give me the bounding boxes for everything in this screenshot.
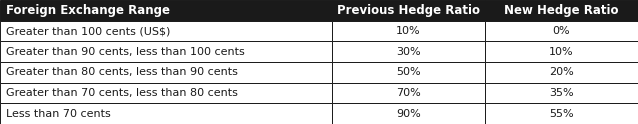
- Bar: [0, 103, 332, 124]
- Bar: [485, 0, 638, 21]
- Text: 20%: 20%: [549, 67, 574, 77]
- Bar: [332, 41, 485, 62]
- Text: 90%: 90%: [396, 109, 420, 119]
- Text: Greater than 100 cents (US$): Greater than 100 cents (US$): [6, 26, 171, 36]
- Text: Greater than 80 cents, less than 90 cents: Greater than 80 cents, less than 90 cent…: [6, 67, 238, 77]
- Bar: [0, 41, 332, 62]
- Text: 30%: 30%: [396, 47, 420, 57]
- Text: Greater than 90 cents, less than 100 cents: Greater than 90 cents, less than 100 cen…: [6, 47, 245, 57]
- Bar: [485, 62, 638, 83]
- Text: 0%: 0%: [553, 26, 570, 36]
- Bar: [485, 41, 638, 62]
- Bar: [0, 62, 332, 83]
- Text: Previous Hedge Ratio: Previous Hedge Ratio: [337, 4, 480, 17]
- Text: 10%: 10%: [396, 26, 420, 36]
- Bar: [485, 103, 638, 124]
- Bar: [332, 21, 485, 41]
- Text: 50%: 50%: [396, 67, 420, 77]
- Bar: [332, 83, 485, 103]
- Bar: [332, 0, 485, 21]
- Text: 35%: 35%: [549, 88, 574, 98]
- Text: Foreign Exchange Range: Foreign Exchange Range: [6, 4, 170, 17]
- Bar: [485, 21, 638, 41]
- Text: 70%: 70%: [396, 88, 420, 98]
- Bar: [485, 83, 638, 103]
- Bar: [0, 0, 332, 21]
- Text: Less than 70 cents: Less than 70 cents: [6, 109, 111, 119]
- Bar: [332, 103, 485, 124]
- Bar: [332, 62, 485, 83]
- Text: 55%: 55%: [549, 109, 574, 119]
- Text: 10%: 10%: [549, 47, 574, 57]
- Bar: [0, 21, 332, 41]
- Bar: [0, 83, 332, 103]
- Text: New Hedge Ratio: New Hedge Ratio: [504, 4, 619, 17]
- Text: Greater than 70 cents, less than 80 cents: Greater than 70 cents, less than 80 cent…: [6, 88, 238, 98]
